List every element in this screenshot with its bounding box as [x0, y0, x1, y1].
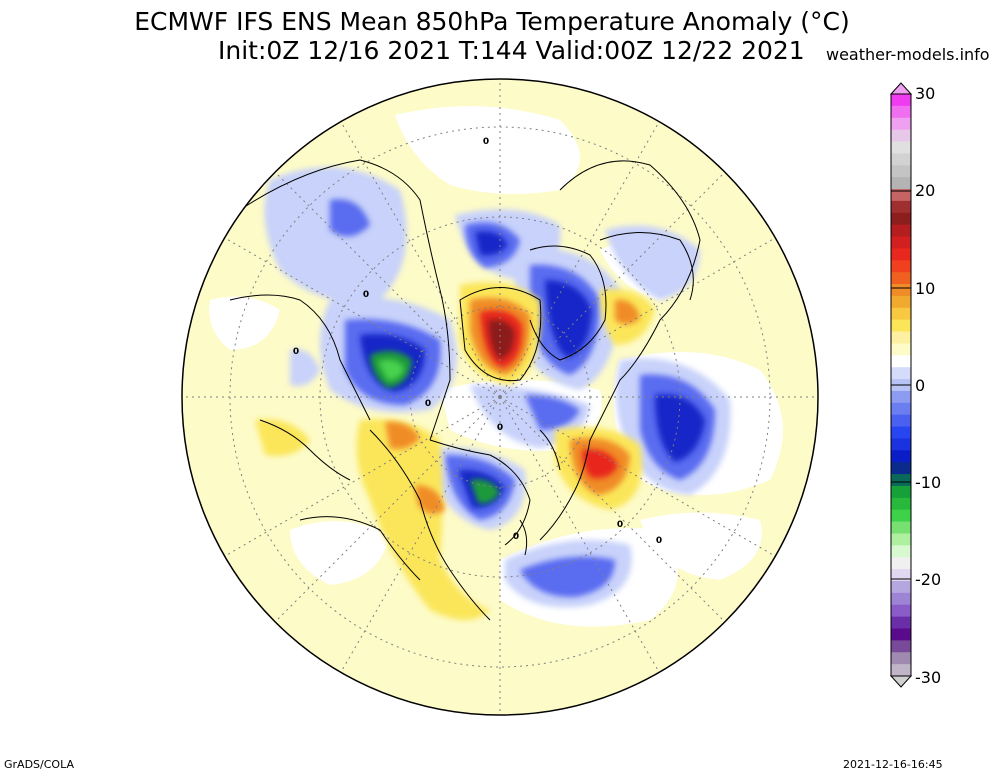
contour-labels: 0 0 0 0 0 0 0 0	[293, 137, 662, 546]
colorbar-segment	[891, 307, 911, 321]
colorbar-segment	[891, 545, 911, 558]
colorbar-label-0: 0	[915, 376, 926, 395]
colorbar-segment	[891, 509, 911, 523]
colorbar-segment	[891, 165, 911, 178]
extreme-warm-anomaly	[480, 310, 618, 479]
colorbar-segment	[891, 497, 911, 511]
colorbar-label-30: 30	[915, 84, 936, 103]
colorbar-segment	[891, 260, 911, 273]
chart-subtitle: Init:0Z 12/16 2021 T:144 Valid:00Z 12/22…	[218, 36, 805, 65]
colorbar-segment	[891, 284, 911, 297]
colorbar-label-minus20: -20	[915, 570, 942, 589]
contour-label: 0	[363, 290, 369, 300]
colorbar-segment	[891, 117, 911, 131]
colorbar-segment	[891, 343, 911, 356]
colorbar-segment	[891, 604, 911, 618]
colorbar-segment	[891, 557, 911, 570]
colorbar-segment	[891, 319, 911, 333]
footer-timestamp: 2021-12-16-16:45	[843, 758, 943, 771]
coastlines	[229, 159, 701, 621]
colorbar-segment	[891, 105, 911, 119]
colorbar-segment	[891, 664, 911, 677]
colorbar-segment	[891, 153, 911, 166]
contour-label: 0	[293, 347, 299, 357]
colorbar-segment	[891, 141, 911, 154]
colorbar-segment	[891, 580, 911, 594]
extreme-cold-anomaly	[370, 351, 500, 504]
colorbar-label-10: 10	[915, 279, 936, 298]
colorbar-segment	[891, 438, 911, 451]
colorbar-segment	[891, 94, 911, 107]
colorbar-top-arrow	[889, 82, 913, 95]
colorbar-segment	[891, 616, 911, 629]
colorbar-segment	[891, 533, 911, 546]
colorbar-segment	[891, 402, 911, 416]
colorbar-segment	[891, 200, 911, 214]
colorbar-label-20: 20	[915, 181, 936, 200]
colorbar-segment	[891, 521, 911, 534]
colorbar-segment	[891, 212, 911, 226]
colorbar-segment	[891, 592, 911, 606]
footer-credit: GrADS/COLA	[4, 758, 74, 771]
colorbar-segment	[891, 355, 911, 368]
colorbar-segment	[891, 414, 911, 428]
colorbar-segment	[891, 474, 911, 487]
colorbar-segment	[891, 236, 911, 249]
colorbar-label-minus30: -30	[915, 668, 942, 687]
contour-label: 0	[483, 137, 489, 147]
colorbar-segment	[891, 426, 911, 439]
contour-label: 0	[617, 520, 623, 530]
colorbar-bottom-arrow	[889, 675, 913, 688]
colorbar-segment	[891, 450, 911, 463]
colorbar-segment	[891, 367, 911, 380]
chart-title: ECMWF IFS ENS Mean 850hPa Temperature An…	[134, 7, 850, 36]
colorbar-segment	[891, 129, 911, 143]
colorbar-segment	[891, 295, 911, 309]
colorbar-segment	[891, 177, 911, 190]
colorbar-label-minus10: -10	[915, 473, 942, 492]
colorbar-segments	[890, 93, 912, 677]
colorbar-segment	[891, 640, 911, 653]
colorbar-segment	[891, 224, 911, 238]
contour-label: 0	[497, 423, 503, 433]
colorbar-segment	[891, 390, 911, 404]
colorbar-segment	[891, 331, 911, 344]
colorbar-segment	[891, 628, 911, 641]
graticule	[182, 79, 818, 715]
contour-label: 0	[513, 532, 519, 542]
colorbar-segment	[891, 485, 911, 499]
contour-label: 0	[425, 399, 431, 409]
contour-label: 0	[656, 536, 662, 546]
colorbar	[889, 82, 913, 688]
colorbar-segment	[891, 248, 911, 261]
colorbar-segment	[891, 569, 911, 582]
colorbar-segment	[891, 462, 911, 475]
site-credit: weather-models.info	[826, 45, 990, 64]
hemisphere-outline	[181, 78, 819, 716]
colorbar-segment	[891, 652, 911, 665]
colorbar-segment	[891, 272, 911, 285]
colorbar-segment	[891, 189, 911, 202]
